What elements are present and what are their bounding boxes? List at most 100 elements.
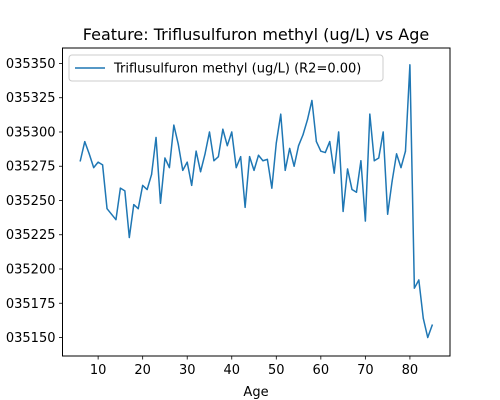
axes-frame	[62, 47, 451, 357]
x-axis: 10 20 30 40 50 60 70 80	[90, 356, 418, 378]
data-point	[280, 113, 282, 115]
data-point	[79, 160, 81, 162]
data-point	[124, 190, 126, 192]
data-point	[302, 134, 304, 136]
data-point	[395, 153, 398, 155]
data-point	[173, 124, 175, 126]
data-point	[195, 150, 197, 152]
data-point	[159, 202, 162, 204]
data-point	[226, 145, 228, 147]
data-point	[213, 160, 215, 162]
data-point	[168, 167, 170, 169]
data-point	[115, 219, 117, 221]
data-point	[355, 191, 358, 193]
data-point	[248, 156, 251, 158]
data-point	[418, 279, 420, 281]
y-tick-label: 035225	[6, 228, 56, 243]
chart-title: Feature: Triflusulfuron methyl (ug/L) vs…	[83, 25, 429, 44]
data-point	[88, 153, 90, 155]
legend-box	[68, 54, 384, 82]
y-tick-label: 035250	[6, 194, 56, 209]
data-point	[150, 173, 153, 176]
data-point	[133, 204, 135, 206]
data-point	[186, 161, 188, 163]
data-point	[244, 206, 246, 208]
x-tick-label: 10	[90, 363, 107, 378]
data-point	[275, 142, 277, 144]
data-point	[382, 131, 384, 133]
data-point	[320, 150, 322, 152]
data-point	[128, 236, 130, 239]
data-point	[391, 180, 393, 182]
x-tick-label: 60	[313, 363, 330, 378]
data-point	[137, 208, 139, 210]
data-point	[155, 136, 157, 139]
x-tick-label: 70	[357, 363, 374, 378]
data-point	[413, 287, 415, 289]
data-point	[369, 113, 371, 115]
data-point	[101, 164, 104, 166]
plot-area	[62, 47, 451, 357]
data-point	[387, 213, 389, 215]
data-point	[306, 119, 309, 121]
x-tick-label: 80	[402, 363, 419, 378]
data-point	[106, 208, 108, 210]
y-axis: 035150 035175 035200 035225 035250 035275 0353…	[6, 57, 63, 346]
data-point	[208, 131, 211, 133]
data-point	[373, 160, 375, 162]
data-point	[400, 167, 402, 169]
data-point	[284, 169, 286, 171]
data-point	[364, 220, 366, 222]
data-point	[262, 160, 264, 162]
data-point	[311, 99, 313, 102]
data-point	[409, 64, 411, 66]
data-point	[333, 172, 335, 174]
data-point	[427, 336, 429, 339]
y-tick-label: 035350	[6, 57, 56, 72]
y-tick-label: 035325	[6, 91, 56, 106]
data-point	[266, 158, 268, 160]
data-point	[191, 184, 193, 187]
data-point	[329, 140, 331, 143]
data-point	[119, 187, 121, 189]
data-point	[177, 143, 179, 145]
x-tick-label: 20	[134, 363, 151, 378]
data-point	[97, 161, 99, 163]
y-tick-label: 035175	[6, 297, 56, 312]
data-point	[324, 151, 326, 154]
data-point	[315, 140, 317, 143]
data-point	[360, 160, 362, 162]
data-point	[110, 213, 113, 215]
data-point	[240, 156, 242, 158]
data-point	[338, 131, 340, 133]
data-point	[422, 317, 424, 319]
data-point	[204, 153, 206, 155]
y-tick-label: 035275	[6, 160, 56, 175]
x-axis-label: Age	[243, 385, 268, 400]
data-point	[146, 188, 148, 191]
legend-label: Triflusulfuron methyl (ug/L) (R2=0.00)	[113, 62, 361, 77]
data-point	[404, 150, 407, 152]
data-point	[289, 147, 291, 150]
data-point	[253, 169, 255, 171]
legend: Triflusulfuron methyl (ug/L) (R2=0.00)	[68, 54, 384, 82]
series-layer	[79, 64, 434, 339]
x-tick-label: 50	[268, 363, 285, 378]
data-point	[431, 324, 433, 326]
y-tick-label: 035300	[6, 125, 56, 140]
data-point	[231, 131, 233, 133]
x-tick-label: 30	[179, 363, 196, 378]
data-point	[93, 167, 95, 169]
data-point	[271, 187, 273, 189]
data-point	[235, 167, 237, 169]
data-point	[142, 184, 144, 187]
data-point	[293, 165, 295, 167]
data-point	[199, 171, 202, 173]
x-tick-label: 40	[223, 363, 240, 378]
data-point	[351, 188, 353, 191]
data-point	[182, 169, 184, 171]
series-line	[79, 64, 434, 339]
data-point	[222, 128, 224, 130]
